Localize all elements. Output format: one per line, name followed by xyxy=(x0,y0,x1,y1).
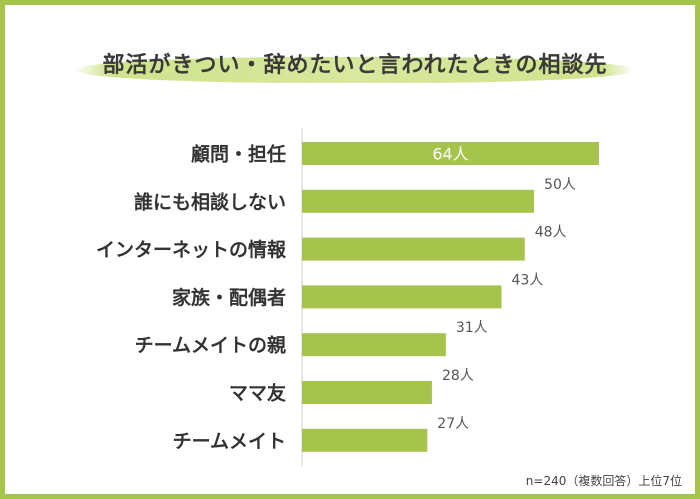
value-label: 31人 xyxy=(456,320,488,336)
title-highlight xyxy=(75,57,635,83)
category-label: チームメイト xyxy=(173,430,286,452)
bar xyxy=(302,189,535,213)
chart-title: 部活がきつい・辞めたいと言われたときの相談先 xyxy=(102,53,608,78)
bar xyxy=(302,428,428,452)
value-label: 48人 xyxy=(535,225,567,241)
category-label: 顧問・担任 xyxy=(191,143,286,166)
title-banner: 部活がきつい・辞めたいと言われたときの相談先 xyxy=(75,39,635,89)
bar xyxy=(302,142,599,165)
category-label: 誰にも相談しない xyxy=(134,190,286,213)
bar xyxy=(302,285,502,309)
category-label: インターネットの情報 xyxy=(96,238,287,261)
bar xyxy=(302,333,446,357)
category-label: 家族・配偶者 xyxy=(172,286,286,309)
bar xyxy=(302,237,525,261)
value-label: 28人 xyxy=(442,368,474,384)
value-label: 64人 xyxy=(432,145,468,164)
value-label: 27人 xyxy=(437,416,469,432)
category-label: ママ友 xyxy=(229,382,286,405)
bar xyxy=(302,381,432,404)
sample-note: n=240（複数回答）上位7位 xyxy=(525,474,682,488)
value-label: 43人 xyxy=(512,272,544,288)
category-label: チームメイトの親 xyxy=(135,334,286,357)
value-label: 50人 xyxy=(544,177,576,193)
